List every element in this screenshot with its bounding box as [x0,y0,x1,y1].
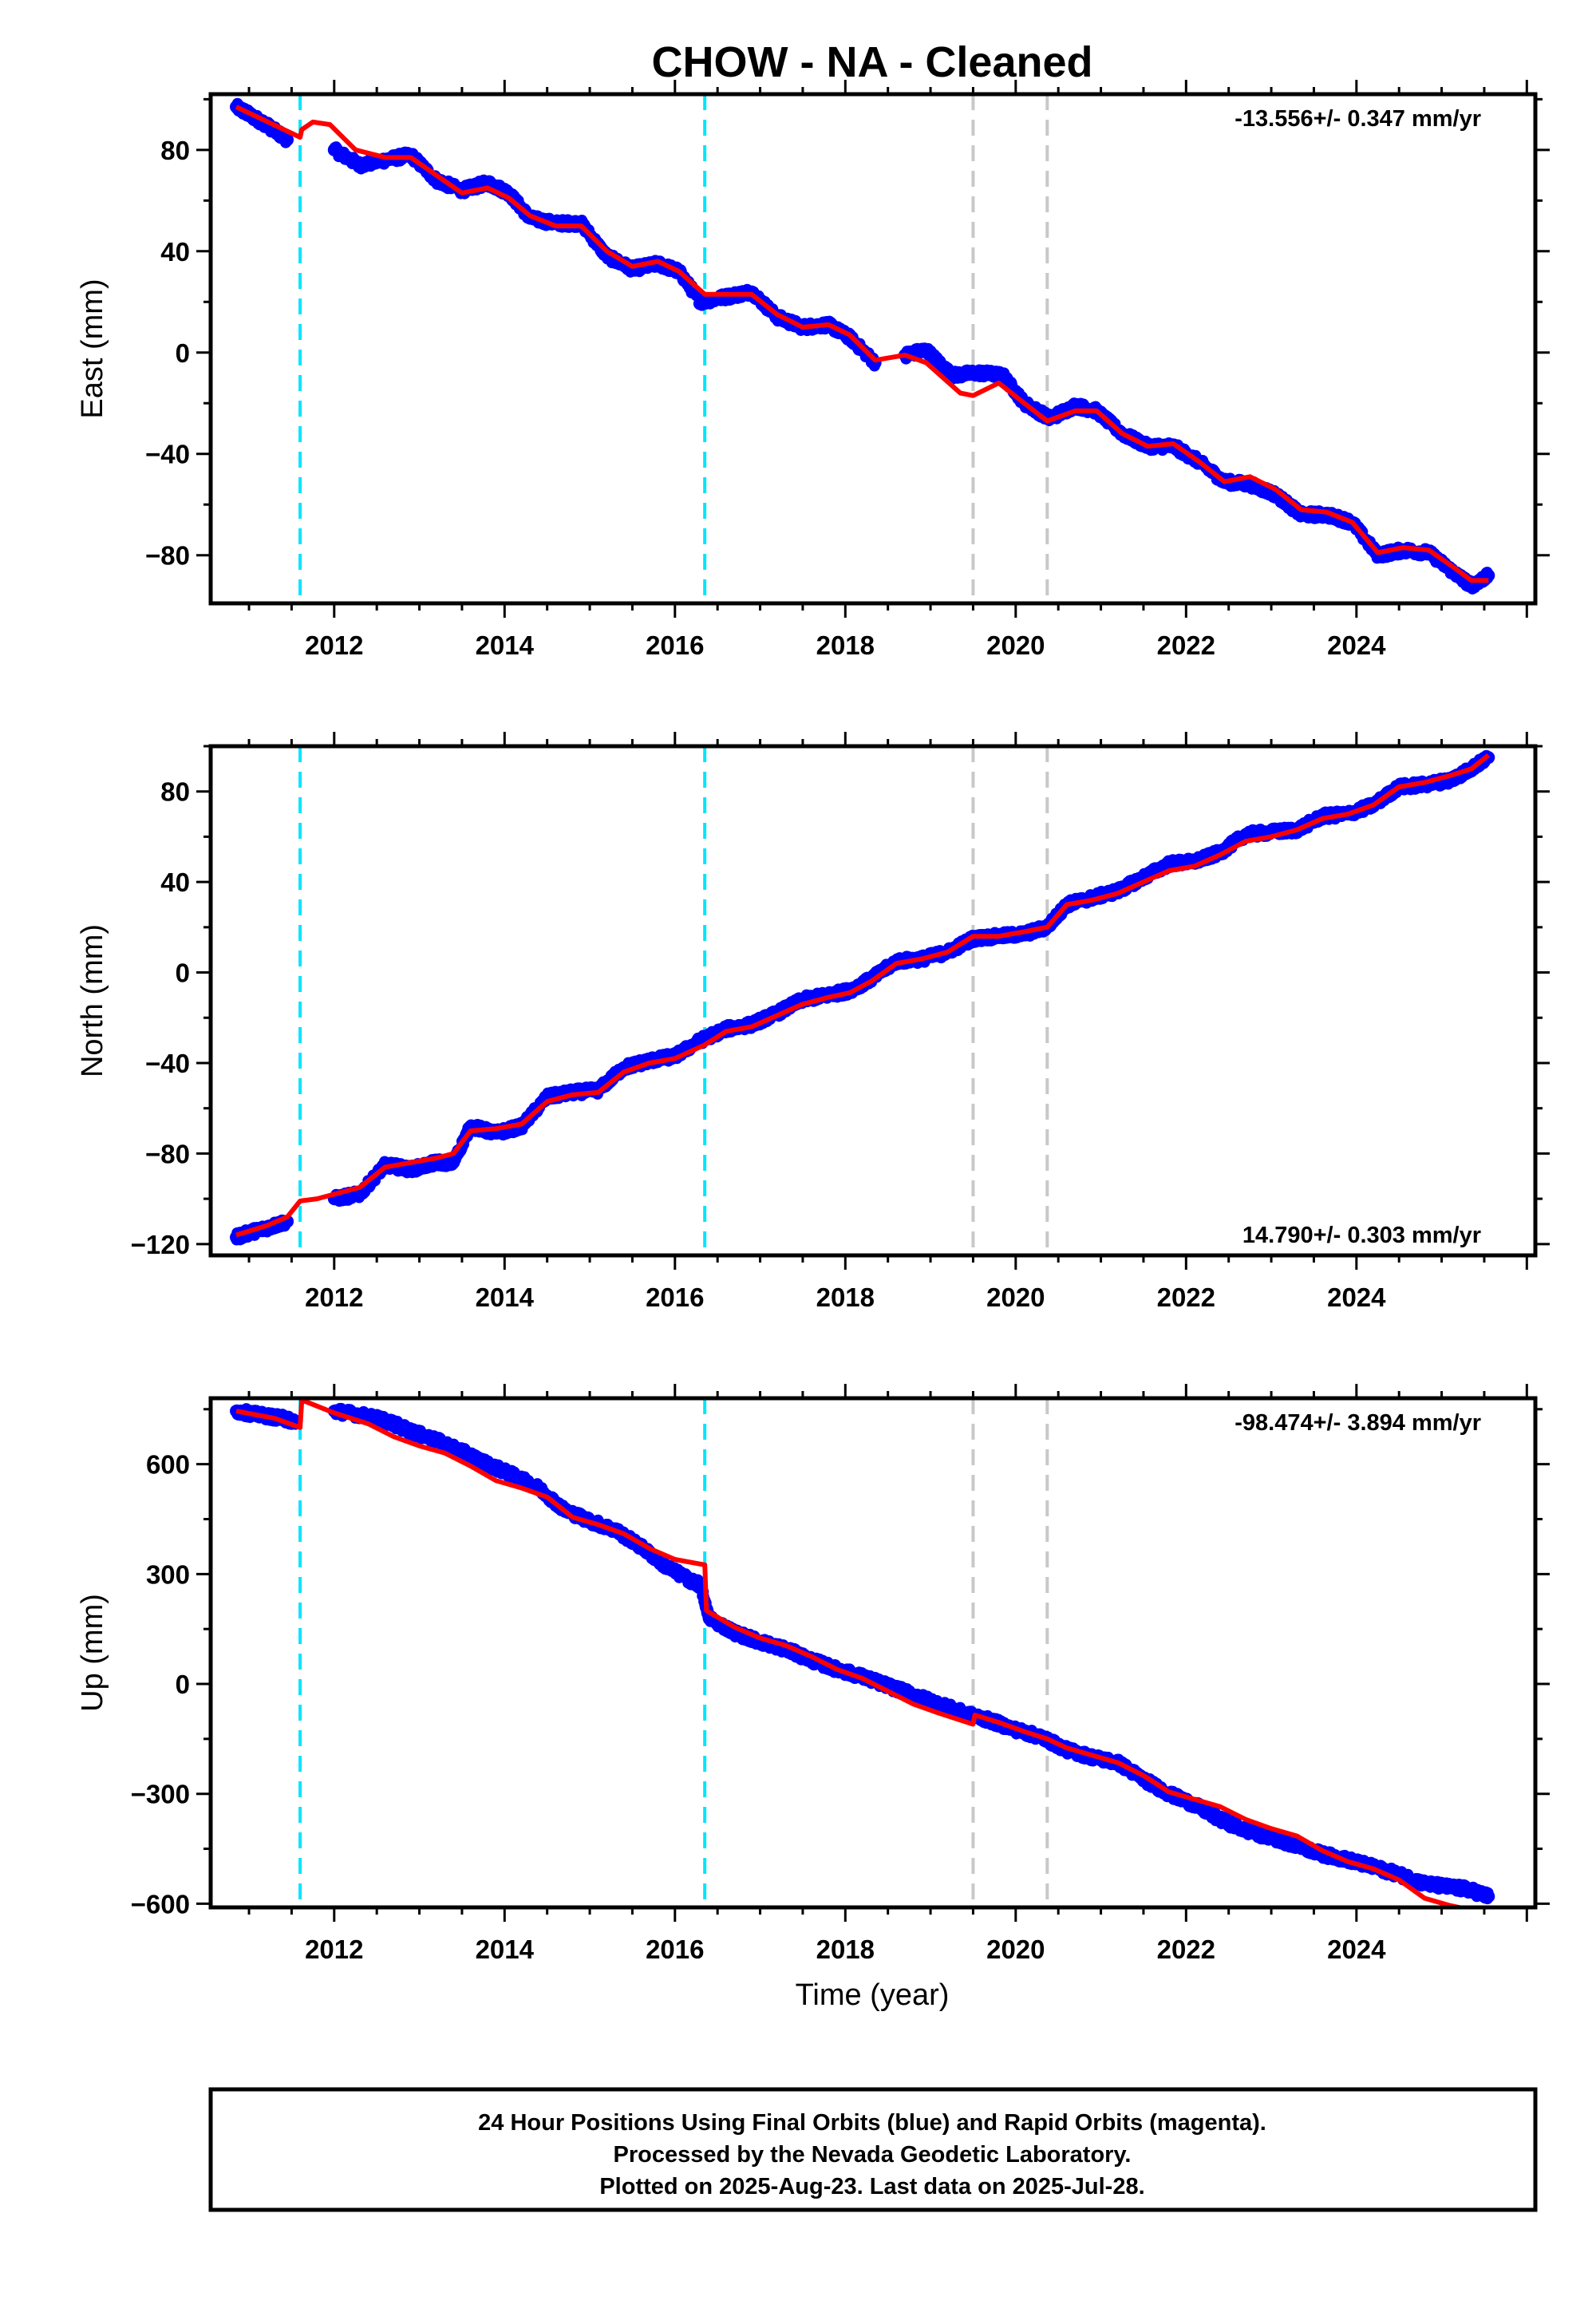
x-tick-label: 2022 [1157,1282,1215,1312]
x-tick-label: 2016 [646,1282,704,1312]
x-tick-label: 2018 [816,630,875,660]
x-tick-label: 2018 [816,1282,875,1312]
x-tick-label: 2020 [986,630,1045,660]
x-tick-label: 2016 [646,630,704,660]
model-line-north [235,753,1491,1238]
y-tick-label: −80 [145,1139,190,1168]
panel-east: 2012 2014 2016 2018 2020 2022 2024 80 40 0 −40 −80 E… [76,80,1550,660]
y-axis-title-east: East (mm) [76,279,109,418]
y-tick-label: 80 [160,777,190,807]
x-tick-label: 2024 [1327,1282,1386,1312]
plot-area-up [230,1398,1495,1907]
x-tick-label: 2012 [305,630,363,660]
panel-frame-east [208,92,1538,606]
x-tick-label: 2014 [476,630,535,660]
observed-point [281,133,294,147]
chart-title: CHOW - NA - Cleaned [652,38,1093,86]
y-tick-label: −80 [145,541,190,571]
rate-label-north: 14.790+/- 0.303 mm/yr [1242,1223,1481,1248]
panel-up: 2012 2014 2016 2018 2020 2022 20246003000−300−… [76,1384,1550,1964]
x-tick-label: 2024 [1327,630,1386,660]
plot-area-north [230,746,1495,1255]
y-tick-label: 40 [160,237,190,267]
x-tick-label: 2020 [986,1282,1045,1312]
plot-area-east [230,94,1495,603]
model-line-east [235,105,1489,583]
y-tick-label: −40 [145,440,190,469]
y-tick-label: 80 [160,136,190,165]
y-tick-label: 0 [176,338,190,368]
panel-north: 2012 2014 2016 2018 2020 2022 2024 80 40 0 −40 −80 −… [76,732,1550,1312]
x-tick-label: 2014 [476,1282,535,1312]
y-axis-title-north: North (mm) [76,924,109,1077]
x-tick-label: 2012 [305,1282,363,1312]
y-tick-label: −120 [131,1230,190,1259]
panel-frame-north [208,744,1538,1258]
y-tick-label: −40 [145,1049,190,1078]
y-tick-label: 40 [160,868,190,897]
x-tick-label: 2022 [1157,630,1215,660]
rate-label-east: -13.556+/- 0.347 mm/yr [1235,106,1481,132]
y-tick-label: 0 [176,958,190,988]
